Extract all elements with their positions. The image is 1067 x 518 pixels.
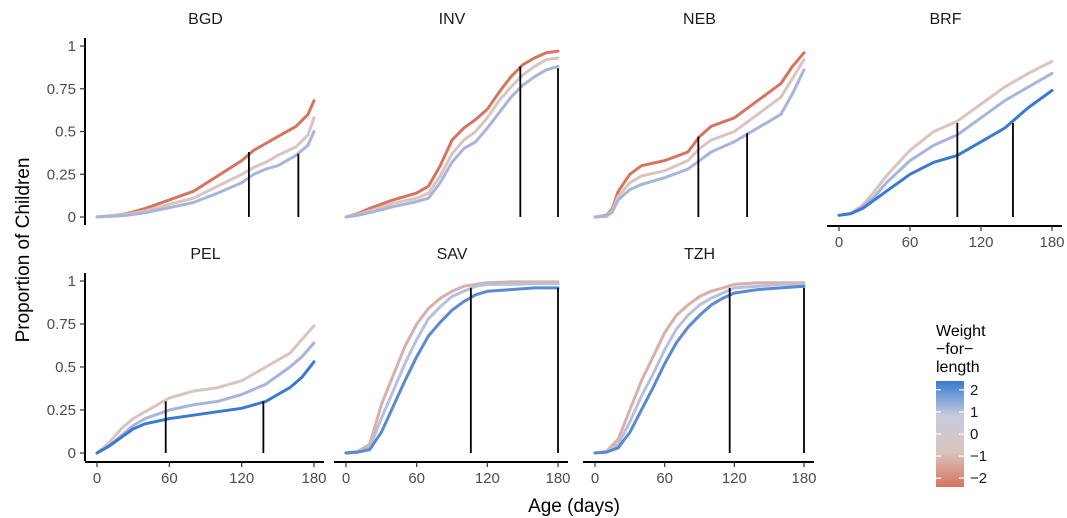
y-tick-label: 1: [68, 273, 76, 290]
series-line-wlz--1: [593, 281, 806, 455]
panel-bgd: BGD 0 0.25 0.5 0.75 1: [47, 11, 316, 226]
x-tick-label: 60: [408, 470, 425, 487]
legend-tick-label: 0: [970, 426, 978, 443]
x-tick-label: 0: [835, 234, 843, 251]
x-tick-label: 180: [545, 470, 570, 487]
x-tick-label: 180: [301, 470, 326, 487]
legend-title-line: Weight: [936, 323, 986, 340]
panel-title: TZH: [684, 246, 715, 263]
panel-title: INV: [439, 11, 466, 28]
legend-tick-label: −2: [970, 470, 987, 487]
series-line-wlz--2: [344, 49, 560, 219]
panel-title: PEL: [190, 246, 220, 263]
series-line-wlz-2: [95, 360, 316, 455]
x-tick-label: 60: [656, 470, 673, 487]
y-axis-title: Proportion of Children: [13, 158, 34, 343]
x-tick-label: 0: [342, 470, 350, 487]
series-line-wlz-0-5: [344, 282, 560, 455]
y-tick-label: 0.25: [47, 402, 76, 419]
legend-tick-label: 1: [970, 404, 978, 421]
legend-tick-label: 2: [970, 382, 978, 399]
series-line-wlz--2: [95, 99, 316, 219]
panel-title: BRF: [930, 11, 962, 28]
series-line-wlz-0: [837, 59, 1054, 217]
x-tick-label: 0: [591, 470, 599, 487]
x-axis-title: Age (days): [528, 496, 620, 517]
y-tick-label: 0.25: [47, 166, 76, 183]
panel-title: NEB: [683, 11, 716, 28]
y-tick-label: 0.5: [55, 359, 76, 376]
legend-title-line: length: [936, 359, 980, 376]
panel-tzh: TZH 0 60 120 180: [583, 246, 817, 487]
x-tick-label: 60: [902, 234, 919, 251]
series-line-wlz-1-5: [344, 286, 560, 455]
y-tick-label: 0.75: [47, 81, 76, 98]
x-tick-label: 180: [1039, 234, 1064, 251]
series-line-wlz-1: [593, 68, 806, 219]
panel-sav: SAV 0 60 120 180: [334, 246, 571, 487]
legend-title-line: −for−: [936, 341, 973, 358]
legend: Weight−for−length 2 1 0 −1 −2: [936, 323, 987, 487]
y-tick-label: 0: [68, 445, 76, 462]
series-line-wlz-2: [837, 89, 1054, 217]
y-tick-label: 0: [68, 209, 76, 226]
y-tick-label: 0.5: [55, 124, 76, 141]
x-tick-label: 0: [93, 470, 101, 487]
panel-pel: PEL 0 0.25 0.5 0.75 1 0 60 120 180: [47, 246, 327, 487]
series-line-wlz-0: [95, 116, 316, 219]
x-tick-label: 120: [475, 470, 500, 487]
y-tick-label: 0.75: [47, 316, 76, 333]
panel-neb: NEB: [593, 11, 806, 219]
series-line-wlz-0: [344, 56, 560, 219]
x-tick-label: 180: [791, 470, 816, 487]
series-line-wlz-1-5: [593, 284, 806, 455]
x-tick-label: 120: [229, 470, 254, 487]
series-line-wlz--1: [344, 280, 560, 455]
series-line-wlz-0-5: [593, 282, 806, 455]
y-tick-label: 1: [68, 38, 76, 55]
series-line-wlz-1: [95, 130, 316, 219]
x-tick-label: 60: [161, 470, 178, 487]
series-line-wlz-1: [344, 65, 560, 219]
x-tick-label: 120: [968, 234, 993, 251]
legend-tick-label: −1: [970, 448, 987, 465]
panel-brf: BRF 0 60 120 180: [827, 11, 1065, 251]
panel-title: SAV: [437, 246, 468, 263]
panel-title: BGD: [188, 11, 223, 28]
panel-inv: INV: [344, 11, 560, 219]
series-line-wlz-0: [95, 324, 316, 455]
x-tick-label: 120: [722, 470, 747, 487]
